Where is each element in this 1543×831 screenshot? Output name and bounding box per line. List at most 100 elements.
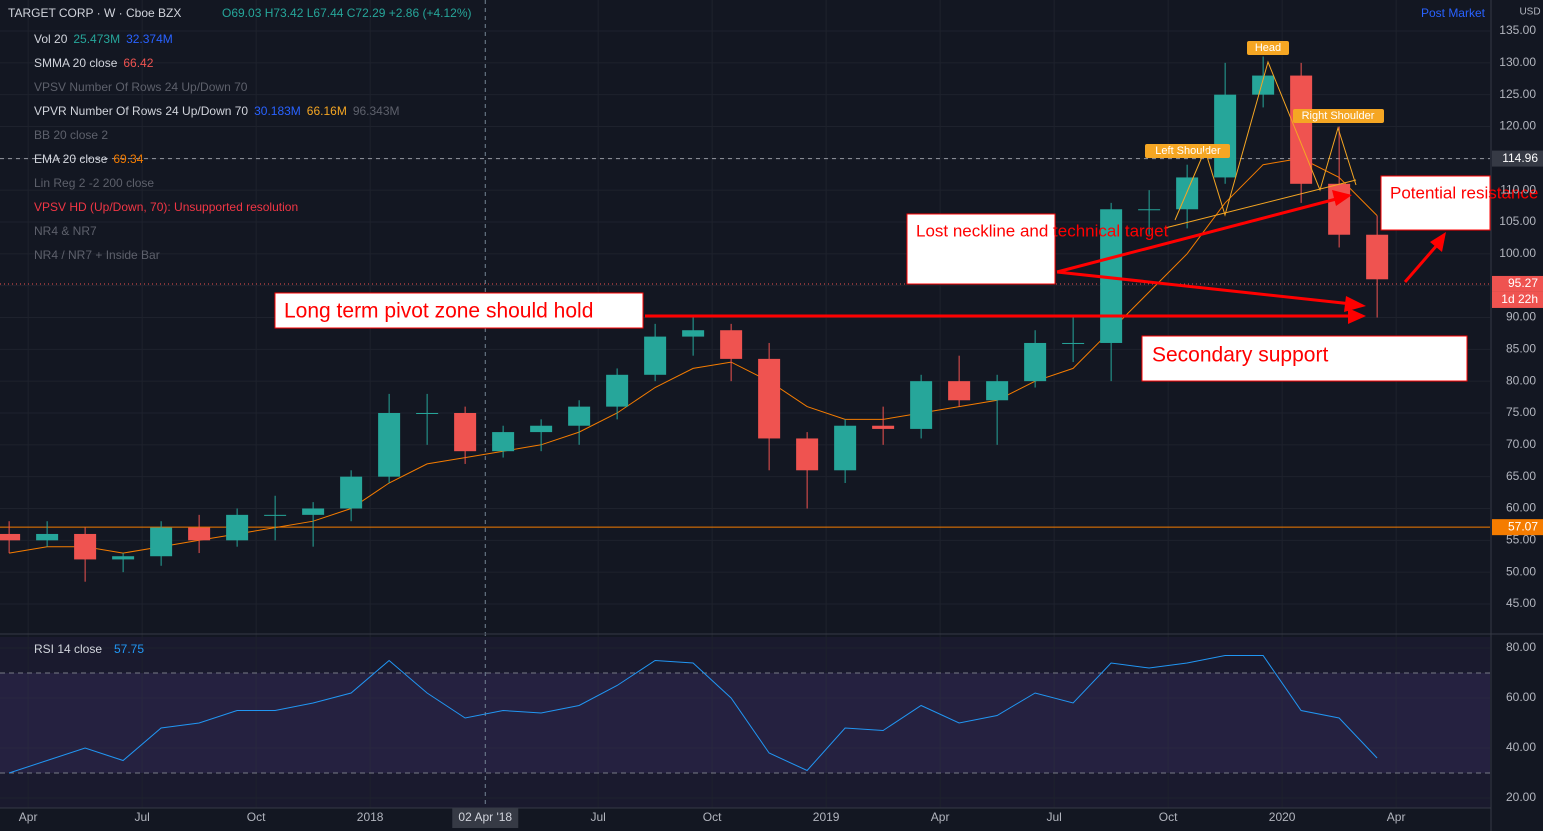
indicator-name: EMA 20 close [34,152,108,166]
indicator-value: 69.34 [113,152,144,166]
indicator-name: VPVR Number Of Rows 24 Up/Down 70 [34,104,249,118]
pattern-outline [1174,60,1357,221]
candle-body [340,476,363,509]
label-box [1293,109,1384,123]
candle-body [112,556,135,560]
candle-body [302,508,325,515]
y-tick-label: 45.00 [1506,596,1536,610]
candle-body [758,358,781,439]
candle-body [872,425,895,429]
countdown: 1d 22h [1501,292,1538,306]
rsi-last: 57.75 [114,642,144,656]
label-box [1145,144,1230,158]
price-tag [1492,275,1543,292]
rsi-line [8,655,1378,774]
arrow-head [1430,232,1446,252]
arrow [1056,270,1353,306]
indicator-name: VPSV Number Of Rows 24 Up/Down 70 [34,80,248,94]
y-tick-label: 75.00 [1506,405,1536,419]
price-tag [1492,519,1543,536]
ohlc-legend: O69.03 H73.42 L67.44 C72.29 +2.86 (+4.12… [222,6,472,20]
price-tag [1492,150,1543,167]
chart-title: TARGET CORP · W · Cboe BZX [8,6,181,20]
x-tick-label: 2019 [813,810,840,824]
y-tick-label: 135.00 [1499,23,1536,37]
candle-body [986,381,1009,401]
rsi-label: RSI 14 close [34,642,102,656]
candle-body [530,425,553,433]
indicator: Lin Reg 2 -2 200 close [34,171,406,195]
annotation: Long term pivot zone should hold [284,300,593,323]
rsi-pane [0,637,1490,808]
candle-body [378,412,401,477]
candle-body [226,514,249,541]
candle-body [1366,234,1389,280]
annotation: Right Shoulder [1302,110,1375,122]
indicator-name: VPSV HD (Up/Down, 70): Unsupported resol… [34,200,299,214]
indicator-name: Vol 20 [34,32,68,46]
y-tick-label: 110.00 [1500,182,1536,196]
y-tick-label: 60.00 [1506,501,1536,515]
price-tag-label: 57.07 [1508,519,1538,533]
y-tick-label: 90.00 [1506,310,1536,324]
annotation: Left Shoulder [1155,145,1221,157]
x-tick-label: Oct [1159,810,1178,824]
candle-body [0,533,21,541]
indicator: BB 20 close 2 [34,123,406,147]
y-tick-label: 85.00 [1506,342,1536,356]
annotation: Head [1255,42,1281,54]
annotation: Potential resistance [1390,183,1538,202]
candle-body [1176,177,1199,210]
x-tick-label: 2020 [1269,810,1296,824]
countdown-tag [1492,291,1543,308]
candle-body [454,412,477,452]
indicator-name: Lin Reg 2 -2 200 close [34,176,155,190]
y-tick-label: 70.00 [1506,437,1536,451]
indicator: EMA 20 close 69.34 [34,147,406,171]
y-tick-label: 80.00 [1506,640,1536,654]
candle-body [948,381,971,401]
currency: USD [1519,7,1540,18]
indicator: Vol 20 25.473M 32.374M [34,27,406,51]
candle-body [416,412,439,414]
indicator: NR4 & NR7 [34,219,406,243]
x-tick-label: Oct [247,810,266,824]
indicator: VPVR Number Of Rows 24 Up/Down 70 30.183M… [34,99,406,123]
crosshair-tag [452,808,519,828]
candle-body [1290,75,1313,184]
candle-body [910,381,933,429]
crosshair-label: 02 Apr '18 [458,810,512,824]
plot [0,56,1490,774]
indicator-value: 66.16M [306,104,347,118]
price-tag-label: 114.96 [1502,151,1538,165]
candle-body [720,330,743,359]
indicator-legend: Vol 20 25.473M 32.374M SMMA 20 close 66.42 VP… [34,27,406,267]
y-tick-label: 100.00 [1499,246,1536,260]
x-tick-label: Oct [703,810,722,824]
indicator-name: SMMA 20 close [34,56,118,70]
y-tick-label: 65.00 [1506,469,1536,483]
candle-body [834,425,857,471]
indicator: NR4 / NR7 + Inside Bar [34,243,406,267]
annotations: Head Left Shoulder Right Shoulder Lost n… [274,41,1538,382]
indicator: VPSV HD (Up/Down, 70): Unsupported resol… [34,195,406,219]
candle-body [568,406,591,426]
indicator-name: NR4 / NR7 + Inside Bar [34,248,160,262]
candle-body [150,527,173,557]
y-tick-label: 120.00 [1499,119,1536,133]
indicator-name: BB 20 close 2 [34,128,109,142]
candle-body [36,533,59,541]
indicator: VPSV Number Of Rows 24 Up/Down 70 [34,75,406,99]
callout-box [274,292,644,329]
candle-body [796,438,819,471]
callout-box [1380,175,1491,231]
y-tick-label: 105.00 [1499,214,1536,228]
candle-body [74,533,97,560]
x-tick-label: Jul [590,810,605,824]
post-market: Post Market [1421,6,1486,20]
arrow-head [1344,296,1366,312]
candle-body [1024,342,1047,382]
candle-body [1100,209,1123,343]
candle-body [492,432,515,452]
